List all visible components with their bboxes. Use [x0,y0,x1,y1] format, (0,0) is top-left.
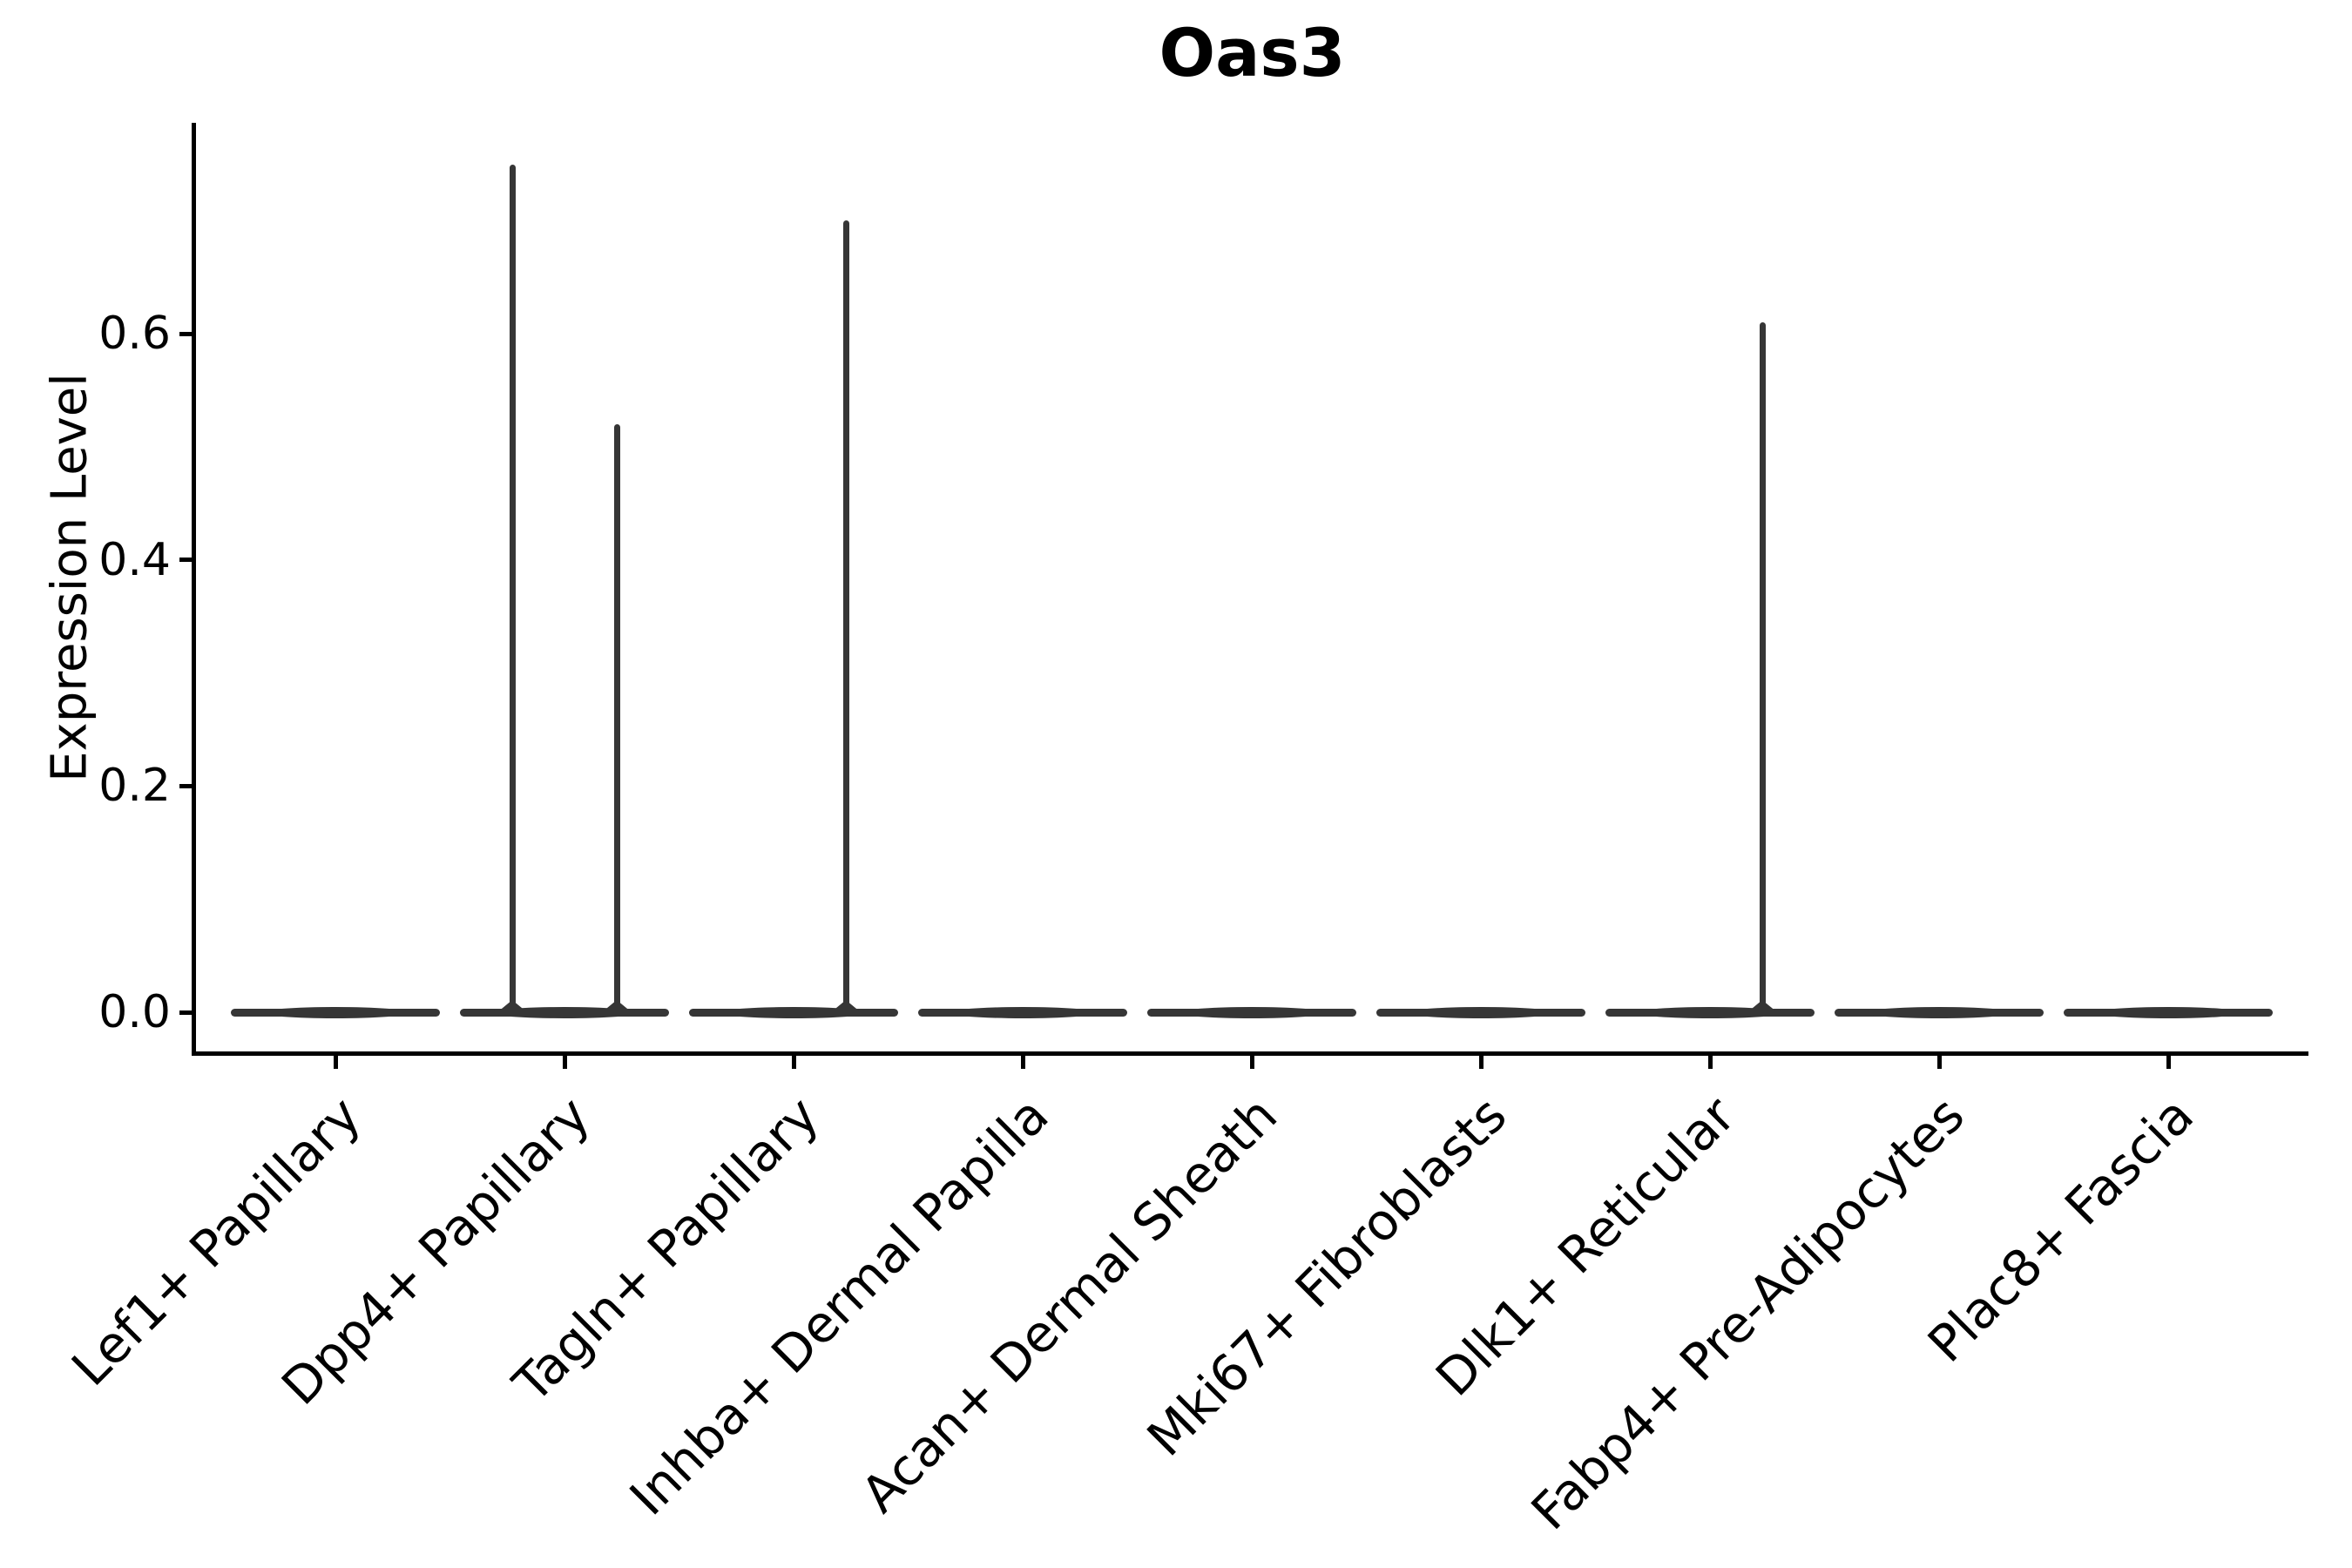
x-tick [1020,1056,1025,1069]
y-tick-label: 0.2 [98,760,171,813]
x-tick [562,1056,567,1069]
x-tick [2166,1056,2171,1069]
y-tick-label: 0.4 [98,533,171,586]
violin-base-bulge [1636,1006,1784,1018]
violin-spike [842,220,849,1012]
x-tick [1707,1056,1713,1069]
violin-spike [509,164,516,1012]
x-tick [1249,1056,1254,1069]
y-tick-label: 0.0 [98,986,171,1038]
y-tick [179,783,192,788]
x-tick [1478,1056,1484,1069]
plot-title: Oas3 [1159,14,1346,91]
violin-base-bulge [1407,1006,1555,1018]
x-axis-spine [192,1051,2308,1056]
violin-spike [613,424,620,1012]
violin-base-bulge [261,1006,409,1018]
violin-base-bulge [720,1006,868,1018]
violin-base-bulge [2094,1006,2242,1018]
y-axis-spine [192,123,196,1056]
x-tick-label: Acan+ Dermal Sheath [849,1085,1289,1524]
violin-base-bulge [949,1006,1097,1018]
x-tick [1936,1056,1942,1069]
violin-base-bulge [490,1006,639,1018]
x-tick-label: Inhba+ Dermal Papilla [618,1085,1060,1527]
violin-base-bulge [1865,1006,2013,1018]
y-tick-label: 0.6 [98,308,171,361]
y-tick [179,331,192,336]
x-tick-label: Fabp4+ Pre-Adipocytes [1519,1085,1977,1542]
x-tick [333,1056,338,1069]
y-tick [179,558,192,563]
y-tick [179,1010,192,1015]
x-tick [791,1056,796,1069]
violin-base-bulge [1178,1006,1326,1018]
violin-spike [1759,322,1766,1012]
